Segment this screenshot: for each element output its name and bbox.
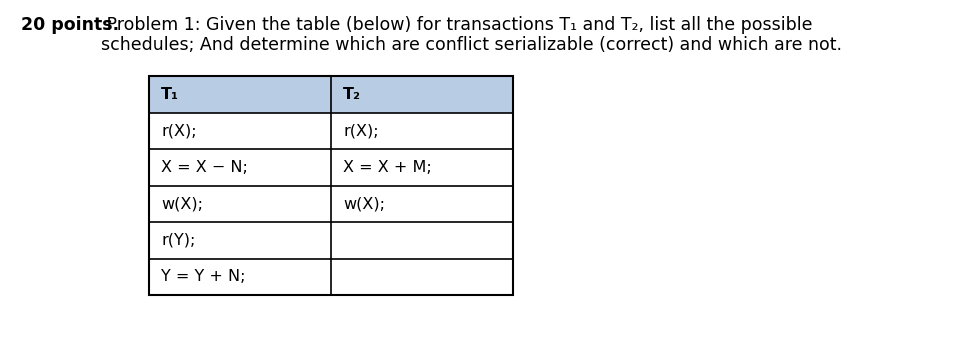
Text: X = X + M;: X = X + M; xyxy=(343,160,433,175)
Text: X = X − N;: X = X − N; xyxy=(161,160,248,175)
Text: T₁: T₁ xyxy=(161,87,179,102)
Text: r(X);: r(X); xyxy=(343,124,379,138)
Text: w(X);: w(X); xyxy=(161,196,203,211)
Text: Problem 1: Given the table (below) for transactions T₁ and T₂, list all the poss: Problem 1: Given the table (below) for t… xyxy=(101,16,842,54)
Text: Y = Y + N;: Y = Y + N; xyxy=(161,269,246,284)
Bar xyxy=(149,76,513,295)
Bar xyxy=(149,76,513,113)
Text: T₂: T₂ xyxy=(343,87,362,102)
Text: r(Y);: r(Y); xyxy=(161,233,196,248)
Text: r(X);: r(X); xyxy=(161,124,197,138)
Text: w(X);: w(X); xyxy=(343,196,386,211)
Text: 20 points.: 20 points. xyxy=(21,16,119,34)
